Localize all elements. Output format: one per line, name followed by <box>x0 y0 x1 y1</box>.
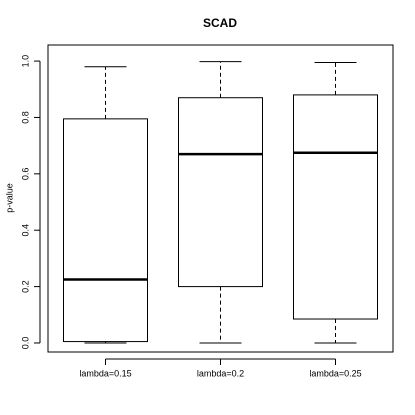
y-tick-label: 0.8 <box>20 111 30 124</box>
box <box>63 118 148 343</box>
box <box>293 94 378 320</box>
y-tick-label: 0.2 <box>20 280 30 293</box>
y-tick-label: 0.0 <box>20 337 30 350</box>
plot-frame <box>47 44 394 353</box>
x-tick-label: lambda=0.15 <box>79 368 131 378</box>
y-tick-label: 1.0 <box>20 55 30 68</box>
x-tick-label: lambda=0.2 <box>197 368 244 378</box>
y-tick-label: 0.6 <box>20 168 30 181</box>
x-tick-label: lambda=0.25 <box>309 368 361 378</box>
y-axis-label: p-value <box>4 183 14 213</box>
chart-title: SCAD <box>203 16 237 30</box>
y-tick-label: 0.4 <box>20 224 30 237</box>
box <box>178 97 263 288</box>
